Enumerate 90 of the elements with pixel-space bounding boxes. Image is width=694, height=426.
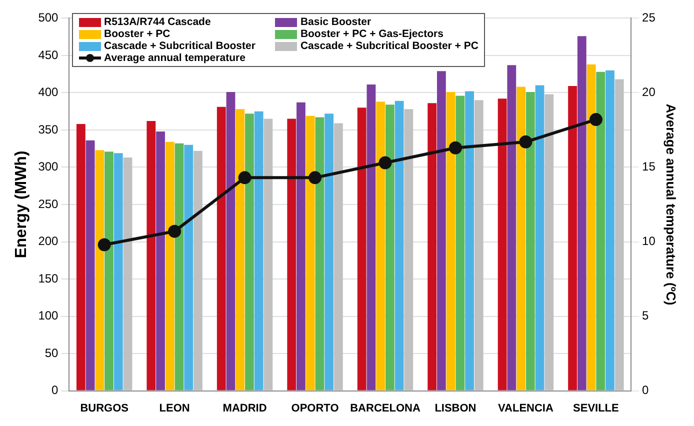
y-tick-label: 100 — [38, 308, 59, 323]
bar — [306, 116, 315, 390]
bar — [596, 72, 606, 390]
x-tick-label: VALENCIA — [498, 402, 554, 414]
bar — [526, 92, 535, 390]
bar — [236, 109, 245, 390]
bar — [465, 91, 474, 390]
y-tick-label: 200 — [38, 234, 59, 248]
y-tick-label: 250 — [38, 196, 59, 211]
bar — [474, 100, 484, 390]
legend-label: Booster + PC + Gas-Ejectors — [300, 28, 444, 40]
bar — [357, 108, 366, 390]
bar — [156, 131, 165, 390]
bar — [614, 79, 624, 390]
bar — [507, 65, 516, 390]
bar — [404, 109, 414, 390]
bar — [174, 143, 184, 390]
bar — [296, 102, 306, 390]
bar — [123, 158, 132, 390]
y2-tick-label: 20 — [642, 85, 656, 100]
bar — [315, 117, 324, 390]
y2-tick-label: 5 — [642, 308, 650, 323]
bar — [184, 144, 194, 390]
y2-tick-label: 15 — [642, 160, 656, 174]
x-tick-label: LISBON — [434, 402, 476, 414]
bar — [535, 85, 544, 390]
point — [448, 141, 462, 154]
y-tick-label: 50 — [44, 346, 59, 360]
bar — [165, 142, 174, 390]
bar — [516, 86, 526, 390]
bar — [436, 71, 446, 390]
bar — [568, 86, 577, 390]
y-tick-label: 300 — [38, 160, 59, 174]
y-tick-label: 500 — [38, 10, 59, 25]
x-tick-label: BARCELONA — [350, 402, 420, 414]
bar — [114, 153, 123, 390]
bar — [577, 36, 586, 390]
y-tick-label: 150 — [38, 271, 59, 286]
legend-label: Cascade + Subcritical Booster + PC — [300, 40, 478, 52]
x-tick-label: BURGOS — [80, 402, 128, 414]
bar — [76, 124, 86, 390]
point — [98, 238, 111, 252]
legend-label: Cascade + Subcritical Booster — [104, 40, 256, 52]
bar — [428, 103, 437, 390]
y-tick-label: 350 — [38, 122, 59, 136]
x-tick-label: LEON — [159, 402, 190, 414]
bar — [226, 92, 236, 390]
x-tick-label: SEVILLE — [573, 402, 619, 414]
y-tick-label: 450 — [38, 48, 59, 62]
y-tick-label: 0 — [52, 383, 59, 398]
point — [519, 135, 532, 148]
bar — [586, 64, 596, 390]
y2-tick-label: 25 — [642, 10, 656, 25]
legend-label: Booster + PC — [104, 28, 170, 40]
point — [589, 113, 602, 126]
bar — [394, 100, 404, 390]
bar — [245, 114, 254, 390]
bar — [264, 118, 273, 390]
bar — [254, 111, 264, 390]
bar — [606, 70, 614, 390]
bar — [287, 118, 296, 390]
legend-label: Basic Booster — [300, 16, 372, 28]
bar — [146, 121, 156, 390]
bar — [498, 98, 507, 390]
y2-tick-label: 0 — [642, 383, 650, 398]
bar — [216, 106, 226, 390]
bar — [376, 102, 386, 390]
bar — [544, 94, 554, 390]
bar — [86, 140, 95, 390]
x-tick-label: OPORTO — [291, 402, 340, 414]
legend-label: Average annual temperature — [104, 52, 246, 64]
bar — [456, 96, 465, 390]
legend-label: R513A/R744 Cascade — [104, 16, 211, 28]
y2-axis-title: Average annual temperature (ºC) — [664, 104, 679, 306]
point — [308, 171, 322, 184]
y2-tick-label: 10 — [642, 234, 656, 248]
bar — [446, 92, 456, 390]
bar — [385, 104, 394, 390]
bar — [104, 152, 114, 390]
y-axis-title: Energy (MWh) — [13, 150, 30, 258]
bar — [334, 123, 343, 390]
point — [168, 224, 182, 238]
bar — [95, 150, 104, 390]
bar — [324, 114, 334, 390]
bar — [194, 150, 202, 390]
point — [238, 171, 252, 184]
bar — [366, 84, 376, 390]
x-tick-label: MADRID — [222, 402, 267, 414]
point — [378, 156, 392, 170]
y-tick-label: 400 — [38, 85, 59, 100]
